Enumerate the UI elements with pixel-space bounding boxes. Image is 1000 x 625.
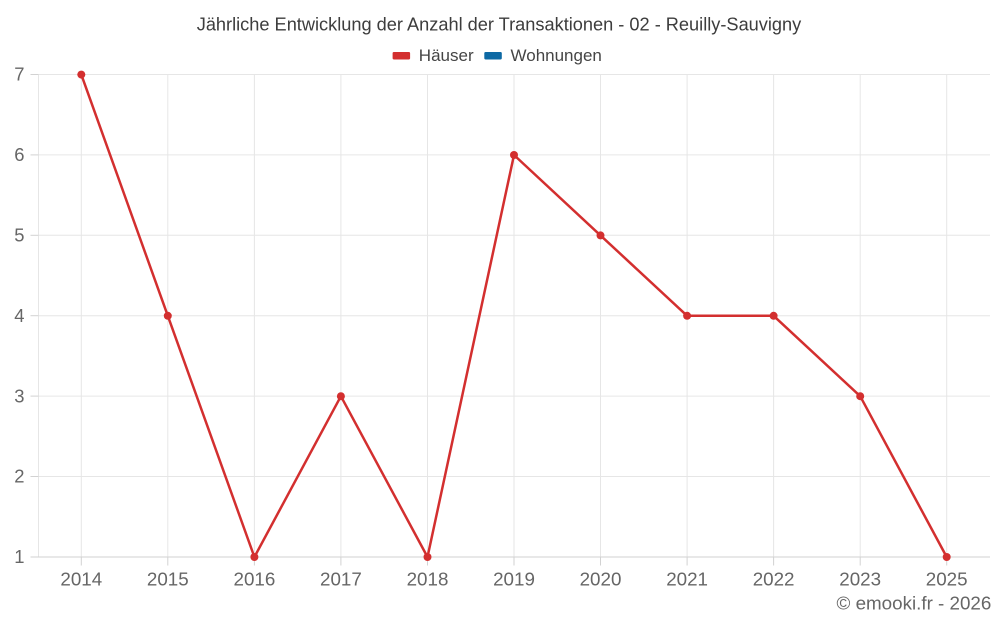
svg-text:1: 1	[14, 546, 24, 567]
svg-text:2023: 2023	[839, 569, 881, 590]
svg-text:2019: 2019	[493, 569, 535, 590]
svg-text:2016: 2016	[234, 569, 276, 590]
svg-text:6: 6	[14, 144, 24, 165]
svg-text:2021: 2021	[666, 569, 708, 590]
svg-text:2015: 2015	[147, 569, 189, 590]
svg-text:2017: 2017	[320, 569, 362, 590]
svg-text:Jährliche Entwicklung der Anza: Jährliche Entwicklung der Anzahl der Tra…	[197, 14, 802, 34]
svg-text:2020: 2020	[580, 569, 622, 590]
svg-text:Wohnungen: Wohnungen	[511, 46, 602, 65]
svg-text:5: 5	[14, 225, 24, 246]
svg-text:4: 4	[14, 305, 24, 326]
svg-text:Häuser: Häuser	[419, 46, 474, 65]
svg-text:2: 2	[14, 466, 24, 487]
svg-text:7: 7	[14, 64, 24, 85]
svg-text:2018: 2018	[407, 569, 449, 590]
svg-text:2014: 2014	[60, 569, 102, 590]
svg-text:2022: 2022	[753, 569, 795, 590]
svg-text:© emooki.fr - 2026: © emooki.fr - 2026	[837, 593, 992, 614]
svg-text:2025: 2025	[926, 569, 968, 590]
svg-text:3: 3	[14, 385, 24, 406]
